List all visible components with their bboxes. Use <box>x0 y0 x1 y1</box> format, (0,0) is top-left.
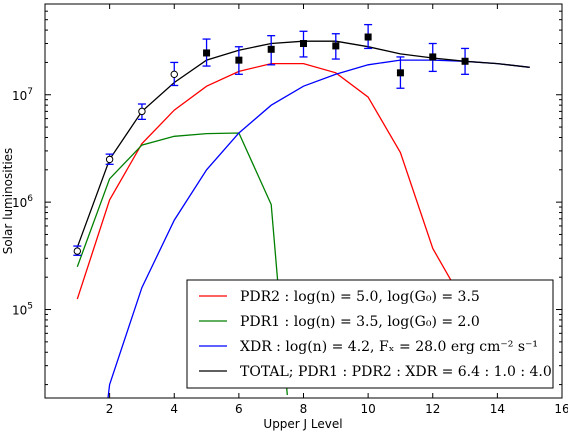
filled-point-0 <box>203 49 211 57</box>
filled-point-1 <box>235 56 243 64</box>
open-point-0 <box>73 247 82 255</box>
observations-layer <box>73 23 470 256</box>
x-tick-label-10: 10 <box>360 402 375 416</box>
filled-point-6 <box>396 69 404 77</box>
x-tick-label-4: 4 <box>170 402 178 416</box>
x-tick-label-6: 6 <box>235 402 243 416</box>
x-tick-label-14: 14 <box>490 402 505 416</box>
open-point-3 <box>170 70 178 79</box>
legend-label-1: PDR1 : log(n) = 3.5, log(G₀) = 2.0 <box>240 314 480 330</box>
legend: PDR2 : log(n) = 5.0, log(G₀) = 3.5 PDR1 :… <box>186 279 554 389</box>
x-tick-label-2: 2 <box>106 402 114 416</box>
legend-box <box>186 279 554 389</box>
y-axis-label: Solar luminosities <box>1 148 15 255</box>
open-point-2 <box>138 107 146 116</box>
x-tick-label-16: 16 <box>554 402 568 416</box>
filled-point-7 <box>429 53 437 61</box>
x-axis-label: Upper J Level <box>263 417 342 431</box>
series-line-2 <box>107 59 530 398</box>
y-tick-label-5: 105 <box>12 302 33 318</box>
filled-point-8 <box>461 57 469 65</box>
filled-point-5 <box>364 33 372 41</box>
filled-point-2 <box>267 45 275 53</box>
x-tick-label-12: 12 <box>425 402 440 416</box>
ticks-layer: 2 4 6 8 10 12 14 16 105 106 107 <box>12 3 568 416</box>
open-point-1 <box>105 155 114 164</box>
x-tick-label-8: 8 <box>300 402 308 416</box>
series-line-1 <box>76 132 288 396</box>
legend-label-0: PDR2 : log(n) = 5.0, log(G₀) = 3.5 <box>240 289 480 305</box>
legend-label-2: XDR : log(n) = 4.2, Fₓ = 28.0 erg cm⁻² s… <box>240 339 538 355</box>
filled-point-4 <box>332 42 340 50</box>
y-tick-label-7: 107 <box>12 87 33 103</box>
y-tick-label-6: 106 <box>12 194 33 210</box>
plot-frame <box>44 3 563 399</box>
filled-point-3 <box>300 40 307 48</box>
legend-label-3: TOTAL; PDR1 : PDR2 : XDR = 6.4 : 1.0 : 4… <box>240 364 552 380</box>
